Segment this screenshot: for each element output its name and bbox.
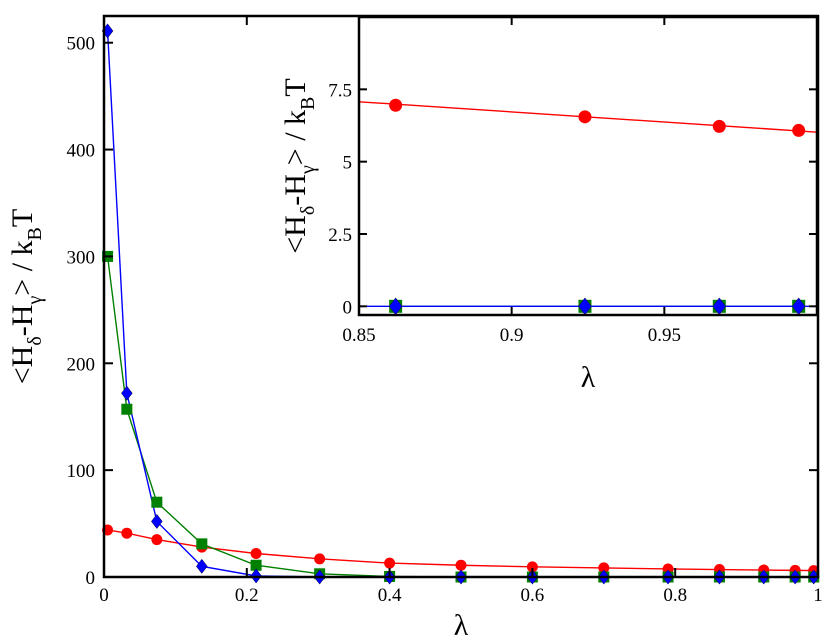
y-tick-label: 100 [67,461,96,482]
y-tick-label: 200 [67,354,96,375]
circle-marker [526,561,538,573]
y-tick-label: 0 [343,297,353,318]
inset-y-axis-label: <Hδ-Hγ> / kBT [279,78,319,253]
main-y-axis-label: <Hδ-Hγ> / kBT [6,209,46,384]
diamond-marker [121,385,133,401]
ylabel-part: <H [6,346,39,385]
ylabel-part: > / k [6,240,39,295]
ylabel-sub: γ [24,296,46,306]
circle-marker [151,534,163,546]
diamond-marker [151,513,163,529]
x-tick-label: 0.85 [342,325,375,346]
circle-marker [250,547,262,559]
inset-background [359,17,817,315]
y-tick-label: 500 [67,34,96,55]
ylabel-sub: δ [24,336,46,345]
ylabel-sub: γ [297,165,319,175]
circle-marker [598,562,610,574]
ylabel-part: <H [279,215,312,254]
circle-marker [712,119,726,133]
x-tick-label: 0.9 [500,325,524,346]
circle-marker [455,559,467,571]
x-tick-label: 0.95 [648,325,681,346]
x-tick-label: 1 [813,585,823,606]
y-tick-label: 2.5 [328,225,352,246]
y-tick-label: 7.5 [328,80,352,101]
y-tick-label: 0 [86,568,96,589]
x-tick-label: 0.4 [378,585,402,606]
circle-marker [792,123,806,137]
diamond-marker [196,558,208,574]
square-marker [250,559,262,571]
ylabel-part: T [6,209,39,227]
x-tick-label: 0.2 [235,585,259,606]
ylabel-sub: δ [297,206,319,215]
inset-plot: 0.85 0.9 0.95 0 2.5 5 7.5 λ <Hδ-Hγ> / kBT [279,15,819,394]
inset-x-axis-label: λ [581,361,596,394]
inset-series-markers [388,98,806,316]
circle-marker [384,557,396,569]
ylabel-part: T [279,78,312,96]
y-tick-label: 5 [343,153,353,174]
ylabel-sub: B [297,97,319,110]
inset-plot-frame [357,15,819,317]
ylabel-part: -H [6,305,39,337]
main-ticks: 0 0.2 0.4 0.6 0.8 1 0 100 200 300 400 500 [67,16,823,606]
y-tick-label: 300 [67,247,96,268]
x-tick-label: 0.6 [521,585,545,606]
y-tick-label: 400 [67,141,96,162]
circle-marker [121,527,133,539]
circle-marker [578,110,592,124]
square-marker [151,496,163,508]
circle-marker [389,98,403,112]
inset-ticks: 0.85 0.9 0.95 0 2.5 5 7.5 [328,17,817,346]
ylabel-part: -H [279,174,312,206]
ylabel-part: > / k [279,110,312,165]
ylabel-sub: B [24,227,46,240]
x-tick-label: 0.8 [663,585,687,606]
x-tick-label: 0 [99,585,109,606]
main-x-axis-label: λ [454,609,469,642]
circle-marker [314,553,326,565]
square-marker [121,403,133,415]
square-marker [196,538,208,550]
